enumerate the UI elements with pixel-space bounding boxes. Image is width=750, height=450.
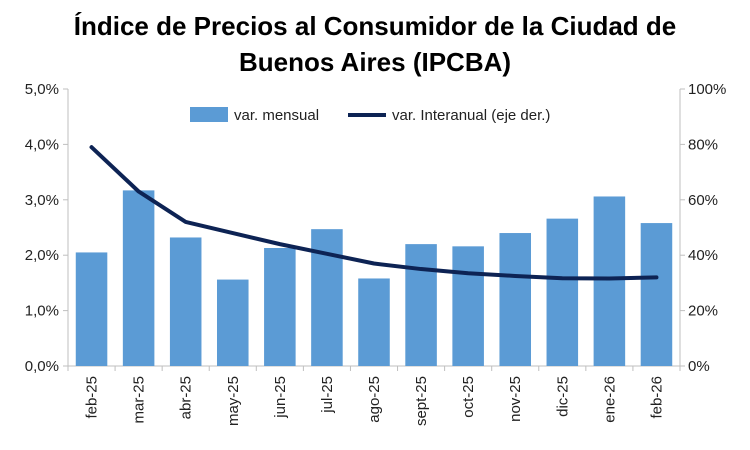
- chart-title-line1: Índice de Precios al Consumidor de la Ci…: [73, 11, 677, 41]
- bar-feb-26: [640, 223, 673, 366]
- y-left-tick-label: 2,0%: [25, 247, 59, 264]
- x-tick-label: ene-26: [601, 376, 618, 423]
- x-tick-label: ago-25: [366, 376, 383, 423]
- axes-group: 0,0% 1,0% 2,0% 3,0% 4,0% 5,0% 0% 20% 40% 60% 80% 10…: [25, 81, 727, 426]
- bar-jun-25: [264, 247, 296, 366]
- x-tick-label: jun-25: [272, 376, 289, 419]
- y-left-tick-label: 1,0%: [25, 303, 59, 320]
- bar-ago-25: [358, 278, 390, 366]
- chart-title: Índice de Precios al Consumidor de la Ci…: [0, 8, 750, 80]
- line-group: [89, 145, 659, 281]
- bar-sept-25: [405, 244, 437, 366]
- bar-may-25: [216, 279, 249, 366]
- y-left-tick-label: 0,0%: [25, 358, 59, 375]
- bar-feb-25: [75, 252, 108, 366]
- y-left-tick-label: 3,0%: [25, 192, 59, 209]
- x-tick-label: abr-25: [178, 376, 195, 419]
- x-tick-label: dic-25: [554, 376, 571, 417]
- y-left-tick-label: 4,0%: [25, 136, 59, 153]
- y-right-tick-label: 0%: [688, 358, 710, 375]
- x-tick-label: feb-25: [84, 376, 101, 419]
- legend-bar-swatch: [190, 107, 228, 122]
- x-tick-label: sept-25: [413, 376, 430, 426]
- y-right-tick-label: 40%: [688, 247, 718, 264]
- legend: var. mensual var. Interanual (eje der.): [190, 107, 550, 124]
- x-tick-label: jul-25: [319, 376, 336, 414]
- legend-line-label: var. Interanual (eje der.): [392, 107, 550, 124]
- chart-title-line2: Buenos Aires (IPCBA): [238, 47, 512, 77]
- bar-mar-25: [122, 190, 155, 366]
- bar-abr-25: [169, 237, 202, 366]
- legend-bar-label: var. mensual: [234, 107, 319, 124]
- y-right-tick-label: 60%: [688, 192, 718, 209]
- bar-ene-26: [593, 196, 626, 366]
- x-tick-label: oct-25: [460, 376, 477, 418]
- x-tick-label: mar-25: [131, 376, 148, 424]
- y-right-tick-label: 80%: [688, 136, 718, 153]
- x-tick-label: nov-25: [507, 376, 524, 422]
- bar-dic-25: [546, 218, 579, 366]
- y-right-tick-label: 100%: [688, 81, 726, 98]
- bar-nov-25: [499, 233, 532, 366]
- y-right-tick-label: 20%: [688, 303, 718, 320]
- x-tick-label: may-25: [225, 376, 242, 426]
- y-left-tick-label: 5,0%: [25, 81, 59, 98]
- interannual-line: [89, 145, 659, 281]
- bar-oct-25: [452, 246, 484, 366]
- x-tick-label: feb-26: [648, 376, 665, 419]
